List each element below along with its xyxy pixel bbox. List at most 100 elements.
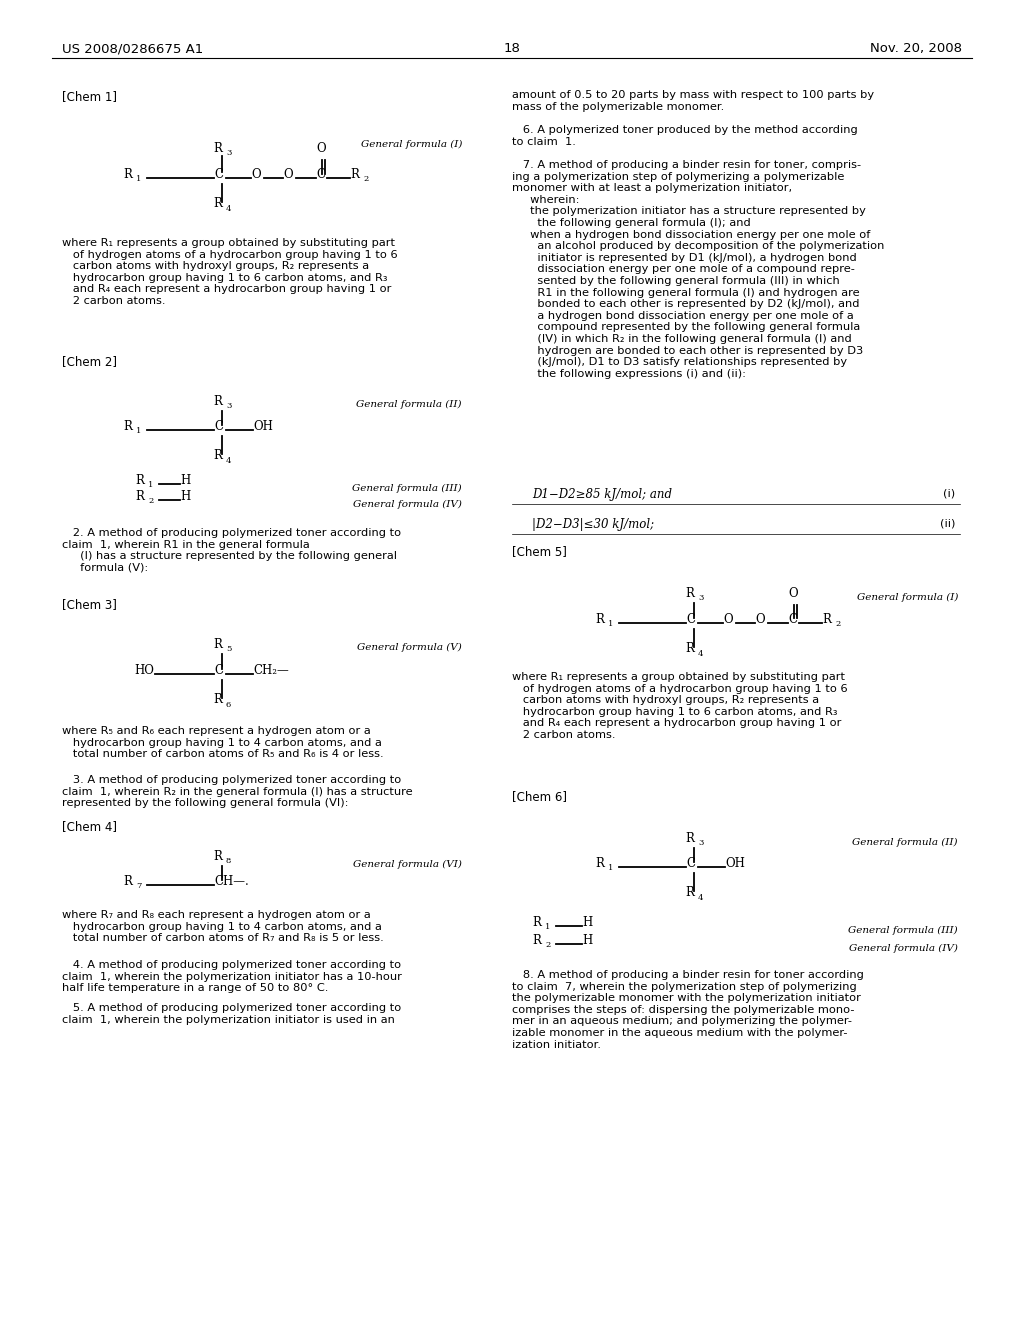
Text: 2. A method of producing polymerized toner according to
claim  1, wherein R1 in : 2. A method of producing polymerized ton…: [62, 528, 401, 573]
Text: US 2008/0286675 A1: US 2008/0286675 A1: [62, 42, 203, 55]
Text: 5: 5: [226, 645, 231, 653]
Text: R: R: [213, 395, 222, 408]
Text: 2: 2: [835, 620, 841, 628]
Text: General formula (IV): General formula (IV): [849, 944, 958, 953]
Text: R: R: [123, 420, 132, 433]
Text: General formula (VI): General formula (VI): [353, 861, 462, 869]
Text: 3: 3: [698, 594, 703, 602]
Text: R: R: [685, 642, 694, 655]
Text: R: R: [123, 168, 132, 181]
Text: R: R: [822, 612, 830, 626]
Text: where R₇ and R₈ each represent a hydrogen atom or a
   hydrocarbon group having : where R₇ and R₈ each represent a hydroge…: [62, 909, 384, 944]
Text: 18: 18: [504, 42, 520, 55]
Text: 1: 1: [136, 426, 141, 436]
Text: General formula (II): General formula (II): [356, 400, 462, 409]
Text: [Chem 6]: [Chem 6]: [512, 789, 567, 803]
Text: General formula (V): General formula (V): [357, 643, 462, 652]
Text: Nov. 20, 2008: Nov. 20, 2008: [870, 42, 962, 55]
Text: 8. A method of producing a binder resin for toner according
to claim  7, wherein: 8. A method of producing a binder resin …: [512, 970, 864, 1049]
Text: R: R: [532, 935, 541, 946]
Text: 5. A method of producing polymerized toner according to
claim  1, wherein the po: 5. A method of producing polymerized ton…: [62, 1003, 401, 1024]
Text: R: R: [135, 474, 144, 487]
Text: O: O: [316, 143, 326, 154]
Text: C: C: [788, 612, 797, 626]
Text: C: C: [686, 857, 695, 870]
Text: 4. A method of producing polymerized toner according to
claim  1, wherein the po: 4. A method of producing polymerized ton…: [62, 960, 401, 993]
Text: 4: 4: [698, 894, 703, 902]
Text: General formula (III): General formula (III): [352, 484, 462, 494]
Text: C: C: [686, 612, 695, 626]
Text: HO: HO: [134, 664, 154, 677]
Text: O: O: [283, 168, 293, 181]
Text: 8: 8: [226, 857, 231, 865]
Text: (i): (i): [943, 488, 955, 498]
Text: C: C: [214, 664, 223, 677]
Text: R: R: [685, 587, 694, 601]
Text: where R₅ and R₆ each represent a hydrogen atom or a
   hydrocarbon group having : where R₅ and R₆ each represent a hydroge…: [62, 726, 384, 759]
Text: R: R: [350, 168, 358, 181]
Text: 1: 1: [148, 480, 154, 488]
Text: General formula (III): General formula (III): [848, 927, 958, 935]
Text: C: C: [214, 420, 223, 433]
Text: 3: 3: [698, 840, 703, 847]
Text: 3: 3: [226, 403, 231, 411]
Text: General formula (II): General formula (II): [853, 838, 958, 847]
Text: R: R: [213, 638, 222, 651]
Text: 1: 1: [608, 865, 613, 873]
Text: (ii): (ii): [940, 517, 955, 528]
Text: H: H: [582, 935, 592, 946]
Text: O: O: [755, 612, 765, 626]
Text: 7. A method of producing a binder resin for toner, compris-
ing a polymerization: 7. A method of producing a binder resin …: [512, 160, 885, 379]
Text: C: C: [214, 168, 223, 181]
Text: 1: 1: [608, 620, 613, 628]
Text: OH: OH: [725, 857, 744, 870]
Text: R: R: [685, 832, 694, 845]
Text: R: R: [135, 490, 144, 503]
Text: R: R: [213, 449, 222, 462]
Text: 2: 2: [148, 498, 154, 506]
Text: O: O: [251, 168, 261, 181]
Text: R: R: [213, 143, 222, 154]
Text: 3. A method of producing polymerized toner according to
claim  1, wherein R₂ in : 3. A method of producing polymerized ton…: [62, 775, 413, 808]
Text: 1: 1: [136, 176, 141, 183]
Text: R: R: [532, 916, 541, 929]
Text: 1: 1: [545, 923, 550, 931]
Text: O: O: [723, 612, 732, 626]
Text: CH₂—: CH₂—: [253, 664, 289, 677]
Text: 7: 7: [136, 882, 141, 890]
Text: R: R: [595, 612, 604, 626]
Text: R: R: [213, 197, 222, 210]
Text: [Chem 2]: [Chem 2]: [62, 355, 117, 368]
Text: D1−D2≥85 kJ/mol; and: D1−D2≥85 kJ/mol; and: [532, 488, 672, 502]
Text: General formula (I): General formula (I): [857, 593, 958, 602]
Text: C: C: [316, 168, 325, 181]
Text: 4: 4: [226, 457, 231, 465]
Text: |D2−D3|≤30 kJ/mol;: |D2−D3|≤30 kJ/mol;: [532, 517, 654, 531]
Text: where R₁ represents a group obtained by substituting part
   of hydrogen atoms o: where R₁ represents a group obtained by …: [512, 672, 848, 741]
Text: 2: 2: [545, 941, 550, 949]
Text: where R₁ represents a group obtained by substituting part
   of hydrogen atoms o: where R₁ represents a group obtained by …: [62, 238, 397, 306]
Text: [Chem 3]: [Chem 3]: [62, 598, 117, 611]
Text: 6. A polymerized toner produced by the method according
to claim  1.: 6. A polymerized toner produced by the m…: [512, 125, 858, 147]
Text: H: H: [180, 474, 190, 487]
Text: R: R: [595, 857, 604, 870]
Text: [Chem 1]: [Chem 1]: [62, 90, 117, 103]
Text: O: O: [788, 587, 798, 601]
Text: CH—.: CH—.: [214, 875, 249, 888]
Text: R: R: [213, 850, 222, 863]
Text: [Chem 4]: [Chem 4]: [62, 820, 117, 833]
Text: [Chem 5]: [Chem 5]: [512, 545, 567, 558]
Text: 4: 4: [698, 649, 703, 657]
Text: General formula (I): General formula (I): [360, 140, 462, 149]
Text: 3: 3: [226, 149, 231, 157]
Text: R: R: [213, 693, 222, 706]
Text: R: R: [123, 875, 132, 888]
Text: 6: 6: [226, 701, 231, 709]
Text: 4: 4: [226, 205, 231, 213]
Text: OH: OH: [253, 420, 272, 433]
Text: H: H: [582, 916, 592, 929]
Text: H: H: [180, 490, 190, 503]
Text: R: R: [685, 886, 694, 899]
Text: amount of 0.5 to 20 parts by mass with respect to 100 parts by
mass of the polym: amount of 0.5 to 20 parts by mass with r…: [512, 90, 874, 112]
Text: 2: 2: [362, 176, 369, 183]
